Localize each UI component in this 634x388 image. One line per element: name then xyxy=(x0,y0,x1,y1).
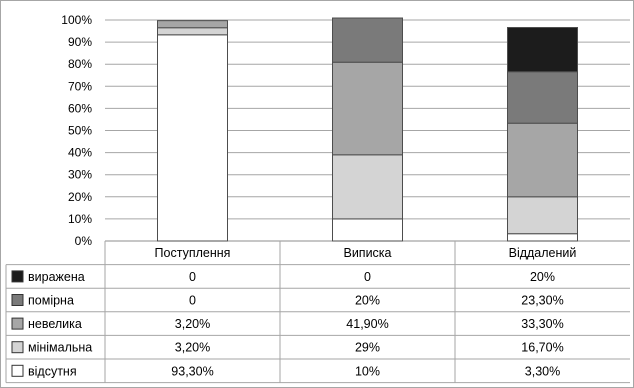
bar-segment xyxy=(332,218,403,242)
data-label: 3,20% xyxy=(175,317,210,331)
data-label: 3,30% xyxy=(525,364,560,378)
bar-segment xyxy=(507,122,578,198)
bar-segment xyxy=(157,34,228,242)
legend-label: помірна xyxy=(28,294,74,308)
y-tick-label: 80% xyxy=(68,57,92,71)
y-tick-label: 60% xyxy=(68,101,92,115)
data-label: 41,90% xyxy=(346,317,388,331)
y-tick-label: 100% xyxy=(61,13,92,27)
legend-swatch xyxy=(11,270,24,283)
y-tick-label: 20% xyxy=(68,190,92,204)
data-label: 16,70% xyxy=(521,341,563,355)
legend-label: мінімальна xyxy=(28,341,92,355)
data-label: 20% xyxy=(355,294,380,308)
data-label: 0 xyxy=(364,270,371,284)
y-tick-label: 10% xyxy=(68,212,92,226)
data-label: 10% xyxy=(355,364,380,378)
data-label: 0 xyxy=(189,294,196,308)
y-tick-label: 0% xyxy=(75,234,93,248)
data-label: 20% xyxy=(530,270,555,284)
bar-segment xyxy=(157,20,228,29)
y-tick-label: 90% xyxy=(68,35,92,49)
bar-segment xyxy=(332,17,403,63)
category-label: Поступлення xyxy=(155,246,231,260)
bar-segment xyxy=(507,71,578,124)
category-label: Віддалений xyxy=(509,246,577,260)
legend-swatch xyxy=(11,364,24,377)
legend-swatch xyxy=(11,294,24,306)
data-label: 23,30% xyxy=(521,294,563,308)
y-tick-label: 70% xyxy=(68,79,92,93)
bar-segment xyxy=(332,154,403,220)
y-tick-label: 30% xyxy=(68,168,92,182)
legend-swatch xyxy=(11,317,24,330)
bar-segment xyxy=(507,233,578,242)
legend-label: невелика xyxy=(28,317,82,331)
legend-swatch xyxy=(11,341,24,354)
data-label: 29% xyxy=(355,341,380,355)
data-label: 0 xyxy=(189,270,196,284)
bar-segment xyxy=(332,61,403,156)
bar-segment xyxy=(507,196,578,235)
bar-segment xyxy=(157,27,228,36)
bar-segment xyxy=(507,27,578,73)
legend-label: відсутня xyxy=(28,364,77,378)
category-label: Виписка xyxy=(343,246,391,260)
data-label: 33,30% xyxy=(521,317,563,331)
y-tick-label: 50% xyxy=(68,124,92,138)
data-label: 93,30% xyxy=(171,364,213,378)
data-label: 3,20% xyxy=(175,341,210,355)
legend-label: виражена xyxy=(28,270,85,284)
y-tick-label: 40% xyxy=(68,146,92,160)
